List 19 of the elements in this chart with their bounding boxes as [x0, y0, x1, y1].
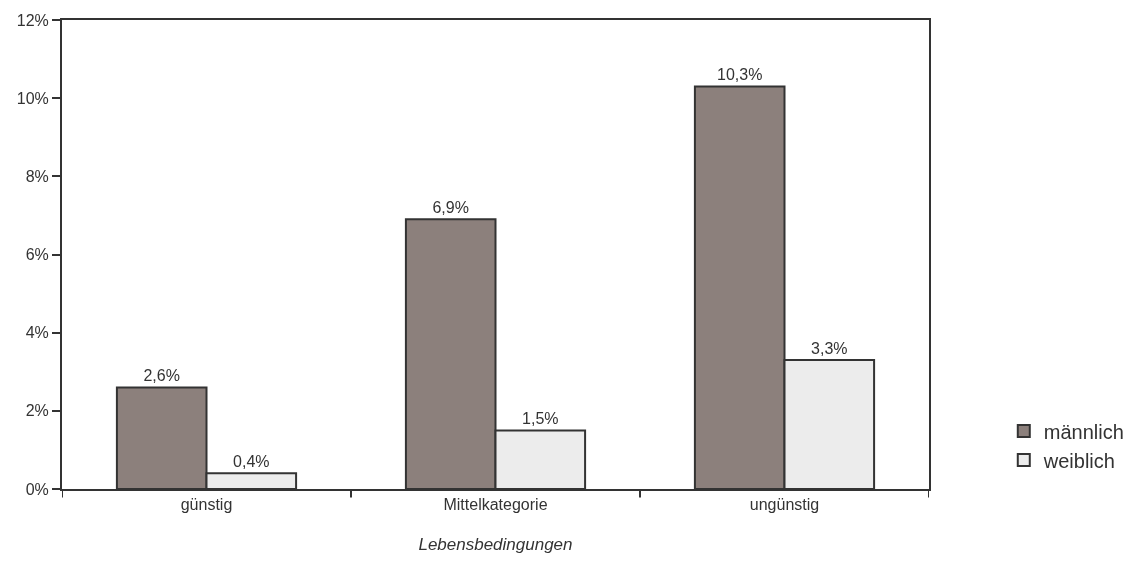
x-tick-label: Mittelkategorie: [443, 496, 548, 514]
legend-label: männlich: [1043, 420, 1124, 443]
data-label: 10,3%: [717, 66, 763, 84]
x-tick-label: ungünstig: [749, 496, 820, 514]
y-tick-label: 10%: [16, 89, 49, 107]
y-tick-label: 0%: [25, 480, 49, 498]
legend-label: weiblich: [1042, 449, 1115, 472]
y-tick-label: 2%: [25, 402, 49, 420]
x-tick-label: günstig: [180, 496, 233, 514]
data-label: 1,5%: [522, 410, 559, 428]
y-tick-label: 4%: [25, 324, 49, 342]
data-label: 2,6%: [143, 367, 180, 385]
data-label: 0,4%: [233, 453, 270, 471]
data-label: 3,3%: [811, 340, 848, 358]
data-label: 6,9%: [432, 199, 469, 217]
y-tick-label: 6%: [25, 246, 49, 264]
y-tick-label: 12%: [16, 11, 49, 29]
x-axis-title: Lebensbedingungen: [418, 535, 573, 555]
y-tick-label: 8%: [25, 167, 49, 185]
